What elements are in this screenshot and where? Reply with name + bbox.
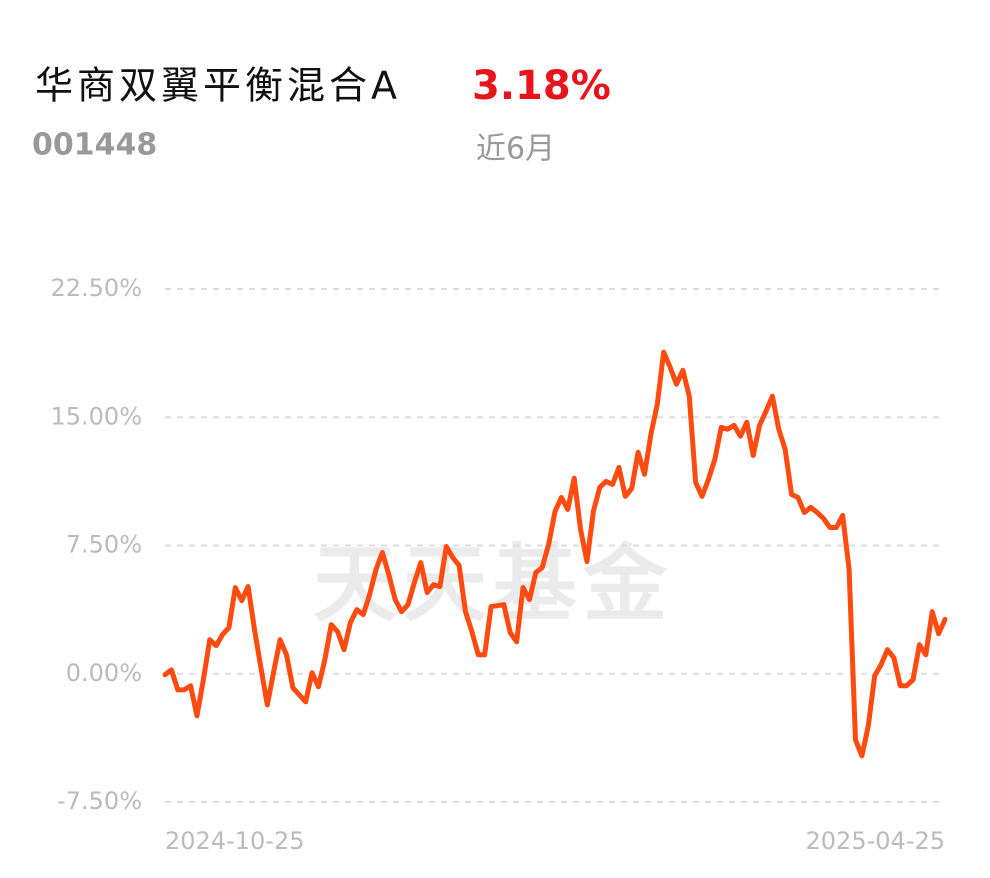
fund-name: 华商双翼平衡混合A — [35, 64, 401, 108]
x-tick-label: 2024-10-25 — [165, 827, 304, 855]
y-tick-label: 0.00% — [66, 659, 142, 687]
y-tick-label: 15.00% — [50, 402, 142, 430]
fund-code: 001448 — [32, 128, 157, 163]
y-tick-label: 22.50% — [50, 274, 142, 302]
y-tick-label: -7.50% — [57, 787, 142, 815]
y-tick-label: 7.50% — [66, 531, 142, 559]
x-tick-label: 2025-04-25 — [806, 827, 945, 855]
line — [162, 349, 948, 759]
return-value: 3.18% — [472, 63, 611, 109]
watermark: 天天基金 — [313, 535, 673, 633]
period-label: 近6月 — [476, 132, 555, 167]
